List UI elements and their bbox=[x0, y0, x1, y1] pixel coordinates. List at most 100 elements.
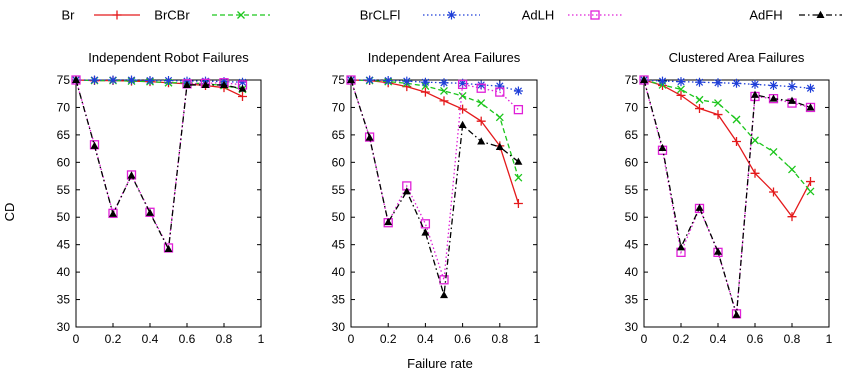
data-point bbox=[72, 75, 80, 83]
data-point bbox=[514, 157, 523, 165]
data-point bbox=[658, 143, 667, 152]
data-point bbox=[714, 99, 722, 108]
data-point bbox=[732, 136, 741, 146]
data-point bbox=[476, 83, 486, 93]
legend-marker-adlh bbox=[590, 10, 600, 20]
data-point bbox=[769, 187, 778, 197]
series-line bbox=[643, 79, 811, 192]
legend-label-adlh: AdLH bbox=[522, 8, 555, 23]
data-point bbox=[458, 78, 468, 88]
x-tick-label: 0.6 bbox=[454, 332, 471, 346]
x-tick-label: 0.6 bbox=[747, 332, 764, 346]
y-tick-label: 45 bbox=[332, 238, 346, 252]
x-tick-label: 0.4 bbox=[417, 332, 434, 346]
x-tick-label: 0.8 bbox=[216, 332, 233, 346]
y-tick-label: 60 bbox=[57, 155, 71, 169]
data-point bbox=[126, 170, 137, 180]
data-point bbox=[751, 136, 759, 145]
data-point bbox=[164, 244, 173, 253]
data-point bbox=[238, 91, 247, 101]
data-point bbox=[695, 95, 704, 104]
legend-marker-br bbox=[112, 10, 122, 20]
x-tick-label: 0.4 bbox=[710, 332, 727, 346]
data-point bbox=[513, 86, 523, 96]
data-point bbox=[495, 81, 505, 91]
data-point bbox=[750, 79, 760, 89]
series-adfh bbox=[640, 75, 815, 318]
data-point bbox=[347, 75, 355, 83]
data-point bbox=[458, 91, 467, 100]
y-tick-label: 35 bbox=[57, 293, 71, 307]
data-point bbox=[440, 87, 448, 95]
series-adlh bbox=[346, 75, 524, 285]
data-point bbox=[220, 80, 228, 88]
x-tick-label: 0 bbox=[348, 332, 355, 346]
x-tick-label: 0.4 bbox=[142, 332, 159, 346]
data-point bbox=[476, 116, 486, 126]
data-point bbox=[477, 137, 486, 145]
legend-marker-brcbr bbox=[237, 11, 245, 19]
y-tick-label: 65 bbox=[57, 128, 71, 142]
x-tick-label: 1 bbox=[534, 332, 541, 346]
data-point bbox=[145, 76, 155, 86]
data-point bbox=[787, 212, 797, 222]
data-point bbox=[238, 77, 247, 87]
data-point bbox=[164, 76, 173, 86]
y-tick-label: 60 bbox=[625, 155, 639, 169]
data-point bbox=[732, 78, 741, 88]
data-point bbox=[439, 275, 449, 285]
y-tick-label: 55 bbox=[332, 183, 346, 197]
x-tick-label: 1 bbox=[826, 332, 833, 346]
y-tick-label: 40 bbox=[57, 265, 71, 279]
series-brclfl bbox=[639, 75, 815, 93]
data-point bbox=[402, 187, 411, 195]
y-tick-label: 35 bbox=[332, 293, 346, 307]
series-line bbox=[643, 79, 811, 315]
y-tick-label: 30 bbox=[57, 320, 71, 334]
data-point bbox=[495, 142, 504, 150]
x-tick-label: 0.2 bbox=[380, 332, 397, 346]
y-tick-label: 75 bbox=[625, 73, 639, 87]
x-tick-label: 0.8 bbox=[491, 332, 508, 346]
panel-title: Independent Robot Failures bbox=[88, 50, 249, 65]
data-point bbox=[495, 113, 504, 122]
series-line bbox=[75, 79, 243, 251]
series-br bbox=[639, 75, 815, 222]
data-point bbox=[109, 209, 117, 217]
data-point bbox=[677, 243, 685, 251]
data-point bbox=[732, 115, 741, 124]
data-point bbox=[806, 103, 815, 111]
series-line bbox=[350, 79, 520, 178]
data-point bbox=[769, 147, 778, 156]
series-line bbox=[350, 79, 520, 204]
series-line bbox=[643, 79, 811, 316]
data-point bbox=[420, 77, 430, 87]
data-point bbox=[713, 78, 723, 88]
data-point bbox=[440, 290, 448, 299]
data-point bbox=[677, 85, 685, 94]
panel-3: Clustered Area Failures 30 35 40 45 50 55 60 65 7… bbox=[625, 50, 833, 346]
data-point bbox=[421, 228, 430, 236]
y-tick-label: 40 bbox=[332, 265, 346, 279]
legend-label-brcbr: BrCBr bbox=[154, 8, 190, 23]
data-point bbox=[769, 80, 778, 90]
data-point bbox=[513, 104, 524, 115]
data-point bbox=[402, 76, 412, 86]
y-tick-label: 60 bbox=[332, 155, 346, 169]
y-tick-label: 70 bbox=[332, 100, 346, 114]
plot-frame bbox=[75, 79, 262, 328]
y-axis-label: CD bbox=[2, 203, 17, 222]
legend-marker-brclfl bbox=[447, 10, 456, 20]
data-point bbox=[477, 99, 486, 108]
y-tick-label: 30 bbox=[332, 320, 346, 334]
series-adlh bbox=[71, 75, 248, 253]
data-point bbox=[713, 110, 723, 120]
data-point bbox=[806, 83, 815, 93]
data-point bbox=[108, 208, 118, 219]
y-tick-label: 30 bbox=[625, 320, 639, 334]
series-line bbox=[643, 79, 812, 218]
series-line bbox=[75, 79, 243, 90]
data-point bbox=[658, 76, 667, 86]
data-point bbox=[676, 90, 686, 100]
series-line bbox=[75, 79, 243, 252]
